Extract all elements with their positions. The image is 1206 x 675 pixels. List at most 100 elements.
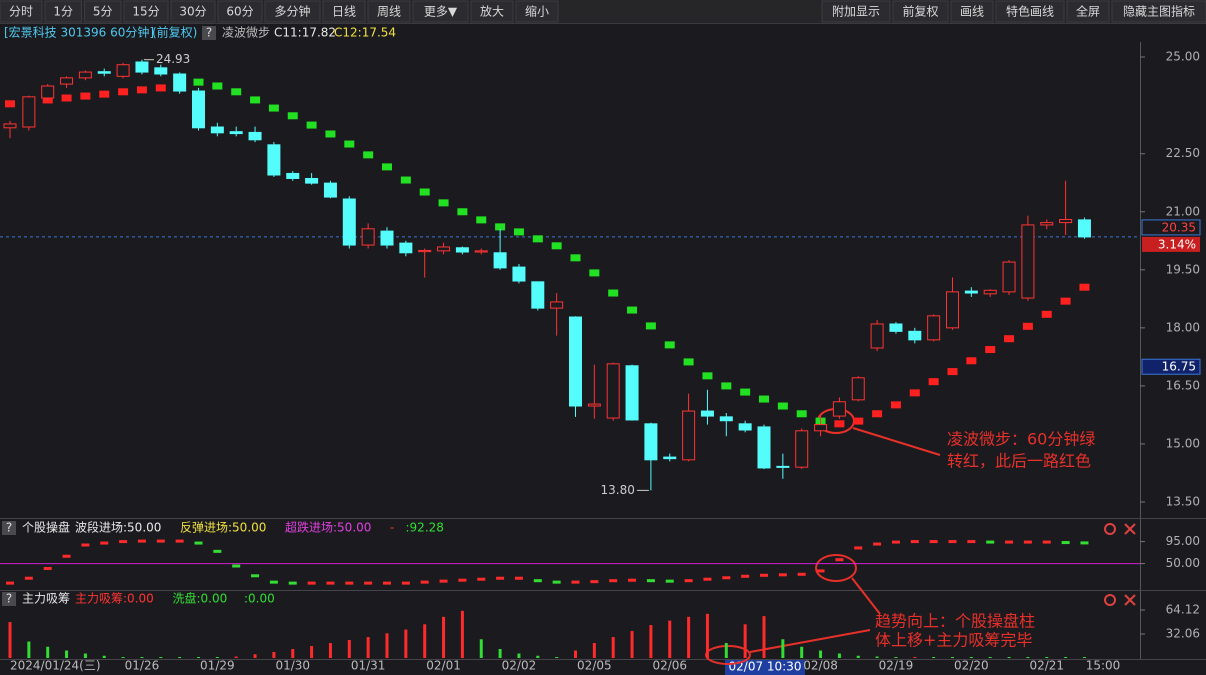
toolbar-button[interactable]: [322, 0, 366, 23]
toolbar-label[interactable]: 附加显示: [832, 5, 880, 19]
toolbar-button[interactable]: [170, 0, 216, 23]
help-mark[interactable]: ?: [6, 521, 12, 535]
help-box[interactable]: [2, 592, 16, 606]
toolbar-label[interactable]: 全屏: [1076, 4, 1100, 19]
toolbar-label[interactable]: 60分: [226, 5, 253, 19]
toolbar-label[interactable]: 1分: [53, 5, 73, 19]
bar: [178, 657, 182, 658]
help-box[interactable]: [2, 521, 16, 535]
price-mark: 16.75: [1162, 360, 1196, 374]
toolbar-label[interactable]: 30分: [179, 5, 206, 19]
dash: [232, 564, 241, 568]
candle-body: [41, 85, 55, 99]
dash: [891, 540, 900, 544]
indicator-dash: [608, 289, 619, 297]
settings-icon[interactable]: [1104, 594, 1116, 606]
candle-body: [757, 426, 771, 469]
indicator-dash: [99, 90, 110, 98]
legend-item: 反弹进场:50.00: [180, 521, 266, 535]
toolbar-label[interactable]: 隐藏主图指标: [1123, 4, 1195, 19]
toolbar-label[interactable]: 周线: [377, 5, 401, 19]
dash: [797, 572, 806, 576]
toolbar-label[interactable]: 画线: [960, 5, 984, 19]
candle-body: [946, 291, 959, 329]
candle-body: [60, 77, 74, 85]
indicator-dash: [419, 188, 430, 196]
toolbar-label[interactable]: 放大: [480, 4, 504, 19]
x-tick-label: 02/02: [502, 659, 537, 673]
indicator-dash: [193, 78, 204, 86]
candle-body: [700, 410, 714, 417]
bar: [27, 641, 31, 658]
annotation: 凌波微步：60分钟绿: [947, 430, 1095, 449]
close-icon[interactable]: [1124, 523, 1136, 535]
bar: [272, 652, 276, 658]
toolbar-button[interactable]: [264, 0, 321, 23]
help-mark[interactable]: ?: [6, 592, 12, 606]
legend-value: C11:17.82: [274, 26, 336, 40]
candle-body: [814, 424, 828, 432]
bar: [988, 657, 992, 658]
x-tick-label: 02/05: [577, 659, 612, 673]
dash: [458, 578, 467, 582]
indicator-dash: [664, 341, 675, 349]
dash: [703, 577, 712, 581]
toolbar-label[interactable]: 多分钟: [274, 4, 310, 19]
legend-item: :92.28: [406, 521, 444, 535]
help-box[interactable]: [202, 26, 216, 40]
candle-body: [437, 246, 451, 252]
candle-body: [851, 377, 865, 401]
bar: [592, 643, 596, 658]
dash: [533, 579, 542, 583]
toolbar-button[interactable]: [217, 0, 263, 23]
dash: [590, 580, 599, 584]
x-tick-label: 01/31: [351, 659, 386, 673]
toolbar-label[interactable]: 15分: [132, 5, 159, 19]
toolbar-label[interactable]: 分时: [9, 5, 33, 19]
dash: [854, 546, 863, 550]
help-mark[interactable]: ?: [206, 26, 212, 40]
toolbar-button[interactable]: [950, 0, 994, 23]
toolbar-button[interactable]: [470, 0, 514, 23]
close-icon[interactable]: [1124, 594, 1136, 606]
toolbar-button[interactable]: [0, 0, 43, 23]
toolbar-button[interactable]: [44, 0, 82, 23]
indicator-dash: [136, 86, 147, 94]
toolbar-button[interactable]: [515, 0, 559, 23]
toolbar-button[interactable]: [123, 0, 169, 23]
candle-body: [154, 67, 168, 75]
toolbar-button[interactable]: [995, 0, 1065, 23]
candle-body: [682, 410, 696, 461]
candle-body: [512, 266, 526, 282]
toolbar-button[interactable]: [892, 0, 949, 23]
bar: [1026, 657, 1030, 658]
toolbar-button[interactable]: [1066, 0, 1110, 23]
bar: [8, 622, 12, 658]
toolbar-label[interactable]: 更多▼: [424, 5, 458, 19]
toolbar-button[interactable]: [412, 0, 469, 23]
toolbar-label[interactable]: 缩小: [525, 4, 549, 19]
toolbar-label[interactable]: 日线: [332, 5, 356, 19]
candle-body: [78, 71, 92, 79]
y-tick-label: 95.00: [1166, 534, 1200, 548]
dash: [778, 573, 787, 577]
dash: [1023, 540, 1032, 544]
toolbar-button[interactable]: [367, 0, 411, 23]
dash: [251, 574, 260, 578]
toolbar-button[interactable]: [84, 0, 122, 23]
legend-item: -: [390, 521, 394, 535]
toolbar-button[interactable]: [1111, 0, 1206, 23]
candle-body: [795, 430, 809, 468]
cursor-box: [725, 660, 805, 675]
toolbar-button[interactable]: [821, 0, 891, 23]
toolbar-label[interactable]: 前复权: [902, 4, 938, 19]
bar: [743, 624, 747, 658]
candle-body: [889, 323, 903, 332]
settings-icon[interactable]: [1104, 523, 1116, 535]
dash: [62, 554, 71, 558]
dash: [307, 581, 316, 585]
toolbar-label[interactable]: 5分: [93, 5, 113, 19]
toolbar-label[interactable]: 特色画线: [1006, 4, 1054, 19]
annotation-arrow: [851, 577, 881, 615]
indicator-dash: [1022, 322, 1033, 330]
